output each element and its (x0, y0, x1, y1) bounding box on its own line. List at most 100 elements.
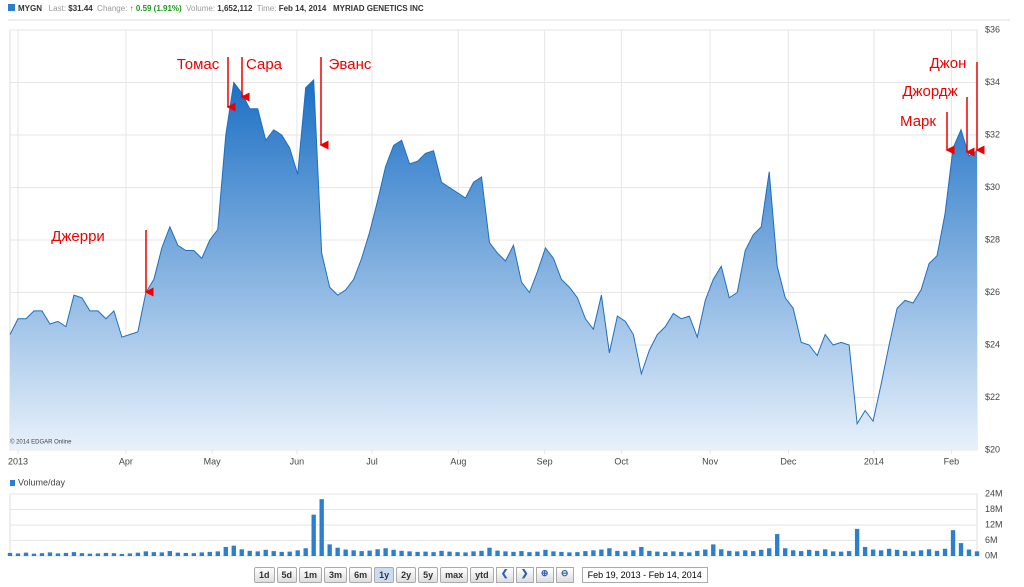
bar (878, 550, 884, 556)
bar (79, 553, 85, 556)
bar (799, 551, 804, 556)
bar (519, 551, 524, 556)
bar (39, 553, 45, 556)
x-tick-label: 2013 (8, 456, 28, 466)
y-tick-label: $34 (985, 77, 1000, 87)
bar (471, 551, 476, 556)
y-tick-label: $20 (985, 444, 1000, 454)
bar (15, 553, 21, 556)
bar (759, 549, 764, 556)
bar (191, 553, 196, 556)
bar (455, 552, 460, 556)
bar (966, 549, 972, 556)
bar (103, 552, 109, 556)
range-button[interactable]: 3m (324, 567, 348, 583)
range-button[interactable]: 1d (254, 567, 275, 583)
x-tick-label: Apr (119, 456, 133, 466)
bar (439, 550, 444, 556)
last: $31.44 (68, 4, 93, 13)
bar (343, 549, 348, 556)
bar (295, 550, 300, 556)
bar (239, 549, 244, 556)
bar (183, 552, 188, 556)
bar (71, 552, 77, 556)
range-button[interactable]: 5y (418, 567, 439, 583)
annotation: Джордж (902, 83, 957, 100)
bar (303, 548, 308, 556)
bar (926, 549, 932, 556)
bar (127, 553, 133, 556)
zoom-in-button[interactable]: ⊕ (535, 567, 554, 583)
bar (631, 550, 636, 556)
x-tick-label: Feb (944, 456, 960, 466)
annotation: Эванс (329, 56, 372, 73)
bar (175, 552, 181, 556)
x-tick-label: Aug (450, 456, 466, 466)
bar (527, 552, 532, 556)
y-tick-label: $32 (985, 129, 1000, 139)
bar (375, 549, 380, 556)
bar (599, 549, 604, 556)
label: Time: (256, 4, 277, 13)
bar (942, 548, 948, 556)
bar (687, 552, 692, 556)
bar (7, 552, 13, 556)
bar (479, 550, 484, 556)
annotation: Марк (900, 113, 936, 130)
label: Last: (48, 4, 67, 13)
range-button[interactable]: max (440, 567, 469, 583)
x-tick-label: May (204, 456, 222, 466)
bar (719, 549, 724, 556)
range-button[interactable]: 2y (396, 567, 417, 583)
range-button[interactable]: 5d (276, 567, 298, 583)
bar (918, 550, 924, 556)
bar (974, 551, 980, 556)
prev-button[interactable]: ❮ (495, 567, 514, 583)
date-range[interactable]: Feb 19, 2013 - Feb 14, 2014 (581, 567, 708, 583)
bar (830, 551, 836, 556)
range-button[interactable]: ytd (470, 567, 494, 583)
zoom-out-button[interactable]: ⊖ (555, 567, 574, 583)
next-button[interactable]: ❯ (515, 567, 534, 583)
bar (111, 553, 117, 556)
y-tick-label: 6M (985, 535, 998, 545)
bar (902, 550, 908, 556)
range-button[interactable]: 1y (374, 567, 395, 583)
bar (910, 551, 916, 556)
y-tick-label: $22 (985, 392, 1000, 402)
bar (423, 551, 428, 556)
bar (743, 550, 748, 556)
bar (583, 551, 588, 556)
bar (559, 551, 564, 556)
bar (854, 528, 860, 556)
bar (119, 553, 125, 556)
bar (886, 548, 892, 556)
bar (655, 551, 660, 556)
bar (23, 552, 29, 556)
time: Feb 14, 2014 (278, 4, 327, 13)
bar (319, 499, 324, 556)
bar (335, 547, 340, 556)
bar (63, 552, 69, 556)
bar (934, 550, 940, 556)
y-tick-label: 18M (985, 504, 1003, 514)
bar (495, 550, 500, 556)
range-button[interactable]: 6m (349, 567, 373, 583)
ticker: MYGN (18, 4, 42, 13)
volume: 1,652,112 (217, 4, 253, 13)
bar (311, 514, 316, 556)
bar (591, 550, 596, 556)
bar (575, 552, 580, 556)
bar (775, 534, 780, 556)
y-tick-label: 24M (985, 488, 1003, 498)
bar (511, 551, 516, 556)
bar (151, 552, 157, 556)
bar (950, 530, 956, 556)
y-tick-label: 12M (985, 519, 1003, 529)
y-tick-label: $26 (985, 287, 1000, 297)
range-button[interactable]: 1m (299, 567, 323, 583)
change: 0.59 (1.91%) (135, 4, 182, 13)
bar (327, 544, 332, 556)
bar (255, 551, 260, 556)
bar (199, 552, 204, 556)
